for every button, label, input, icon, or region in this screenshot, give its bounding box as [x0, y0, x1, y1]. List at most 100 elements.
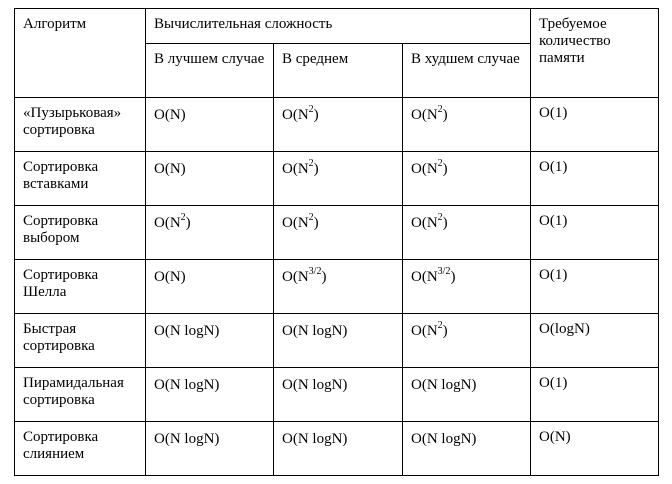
header-worst-case-label: В худшем случае — [411, 51, 520, 67]
average-case-cell-value: O(N2) — [282, 105, 394, 124]
complexity-base: O(N logN — [282, 431, 343, 447]
best-case-cell-value: O(N) — [154, 107, 265, 124]
algorithm-name: Сортировка слиянием — [23, 429, 99, 462]
table-row: Быстрая сортировка O(N logN) O(N logN) O(N2… — [14, 313, 659, 368]
complexity-close: ) — [342, 377, 348, 393]
best-case-cell: O(N2) — [145, 205, 274, 260]
complexity-close: ) — [180, 269, 186, 285]
complexity-base: O(N logN — [411, 431, 472, 447]
complexity-close: ) — [180, 161, 186, 177]
complexity-close: ) — [214, 323, 220, 339]
average-case-cell-value: O(N2) — [282, 158, 394, 178]
worst-case-cell: O(N2) — [402, 313, 531, 368]
complexity-close: ) — [442, 215, 448, 231]
complexity-close: ) — [471, 377, 477, 393]
header-worst-case: В худшем случае — [402, 43, 531, 98]
header-best-case: В лучшем случае — [145, 43, 274, 98]
best-case-cell-value: O(N logN) — [154, 431, 265, 448]
complexity-close: ) — [442, 323, 448, 339]
algorithm-name-cell: Сортировка слиянием — [14, 421, 146, 476]
subheader-row: В лучшем случае В среднем В худшем случа… — [15, 43, 659, 98]
memory-value: O(1) — [539, 213, 568, 229]
algorithm-name-cell: «Пузырьковая» сортировка — [14, 97, 146, 152]
complexity-close: ) — [313, 215, 319, 231]
algorithm-name-cell: Сортировка вставками — [14, 151, 146, 206]
complexity-base: O(N — [154, 107, 181, 123]
worst-case-cell-value: O(N2) — [411, 159, 522, 178]
worst-case-cell: O(N2) — [402, 151, 531, 206]
average-case-cell-value: O(N3/2) — [282, 266, 394, 286]
complexity-close: ) — [185, 215, 191, 231]
complexity-close: ) — [214, 431, 220, 447]
average-case-cell: O(N logN) — [273, 421, 403, 476]
memory-value: O(1) — [539, 159, 568, 175]
best-case-cell: O(N) — [145, 97, 274, 152]
complexity-base: O(N — [411, 161, 438, 177]
sorting-complexity-table: Алгоритм Вычислительная сложность Требуе… — [14, 8, 659, 476]
memory-cell: O(1) — [530, 97, 659, 152]
memory-value: O(N) — [539, 429, 571, 445]
average-case-cell-value: O(N logN) — [282, 323, 394, 340]
worst-case-cell: O(N2) — [402, 97, 531, 152]
average-case-cell: O(N2) — [273, 205, 403, 260]
algorithm-name-cell: Быстрая сортировка — [14, 313, 146, 368]
memory-value: O(logN) — [539, 321, 590, 337]
best-case-cell-value: O(N) — [154, 161, 265, 178]
algorithm-name: Быстрая сортировка — [23, 321, 95, 354]
complexity-close: ) — [471, 431, 477, 447]
complexity-base: O(N logN — [154, 431, 215, 447]
memory-cell: O(1) — [530, 151, 659, 206]
header-best-case-label: В лучшем случае — [154, 51, 265, 67]
header-complexity-label: Вычислительная сложность — [154, 16, 333, 32]
complexity-base: O(N — [282, 269, 309, 285]
complexity-base: O(N — [411, 323, 438, 339]
best-case-cell: O(N) — [145, 259, 274, 314]
complexity-base: O(N — [282, 215, 309, 231]
worst-case-cell-value: O(N2) — [411, 104, 522, 124]
complexity-base: O(N — [411, 107, 438, 123]
best-case-cell-value: O(N logN) — [154, 323, 265, 340]
worst-case-cell: O(N logN) — [402, 421, 531, 476]
table-row: Пирамидальная сортировка O(N logN) O(N log… — [14, 367, 659, 422]
complexity-exponent: 2 — [308, 158, 314, 169]
algorithm-name: Сортировка выбором — [23, 213, 99, 246]
complexity-base: O(N — [282, 161, 309, 177]
memory-cell: O(1) — [530, 367, 659, 422]
table-row: Сортировка выбором O(N2) O(N2) O(N2) O(1) — [14, 205, 659, 260]
worst-case-cell: O(N logN) — [402, 367, 531, 422]
complexity-close: ) — [214, 377, 220, 393]
algorithm-name: Сортировка вставками — [23, 159, 99, 192]
header-memory-label: Требуемое количество памяти — [539, 16, 611, 66]
complexity-base: O(N — [411, 215, 438, 231]
best-case-cell: O(N logN) — [145, 367, 274, 422]
complexity-base: O(N — [154, 269, 181, 285]
table-row: Сортировка вставками O(N) O(N2) O(N2) O(1) — [14, 151, 659, 206]
memory-value: O(1) — [539, 105, 568, 121]
worst-case-cell-value: O(N3/2) — [411, 266, 522, 286]
table-row: Сортировка слиянием O(N logN) O(N logN) O(N… — [14, 421, 659, 476]
header-average-case: В среднем — [273, 43, 403, 98]
complexity-close: ) — [313, 107, 319, 123]
algorithm-name: «Пузырьковая» сортировка — [23, 105, 122, 138]
complexity-close: ) — [442, 161, 448, 177]
complexity-base: O(N logN — [282, 377, 343, 393]
header-row: Алгоритм Вычислительная сложность Требуе… — [14, 8, 659, 98]
complexity-exponent: 2 — [308, 212, 314, 223]
complexity-base: O(N — [282, 107, 309, 123]
complexity-exponent: 3/2 — [437, 266, 451, 277]
worst-case-cell-value: O(N logN) — [411, 377, 522, 394]
worst-case-cell-value: O(N logN) — [411, 431, 522, 448]
best-case-cell-value: O(N2) — [154, 212, 265, 232]
complexity-exponent: 2 — [437, 212, 443, 223]
complexity-base: O(N logN — [411, 377, 472, 393]
complexity-exponent: 3/2 — [308, 266, 322, 277]
complexity-exponent: 2 — [437, 320, 443, 331]
memory-cell: O(N) — [530, 421, 659, 476]
memory-value: O(1) — [539, 267, 568, 283]
complexity-close: ) — [450, 269, 456, 285]
complexity-exponent: 2 — [437, 104, 443, 115]
header-complexity: Вычислительная сложность — [145, 8, 531, 44]
worst-case-cell: O(N2) — [402, 205, 531, 260]
average-case-cell: O(N logN) — [273, 313, 403, 368]
complexity-exponent: 2 — [180, 212, 186, 223]
